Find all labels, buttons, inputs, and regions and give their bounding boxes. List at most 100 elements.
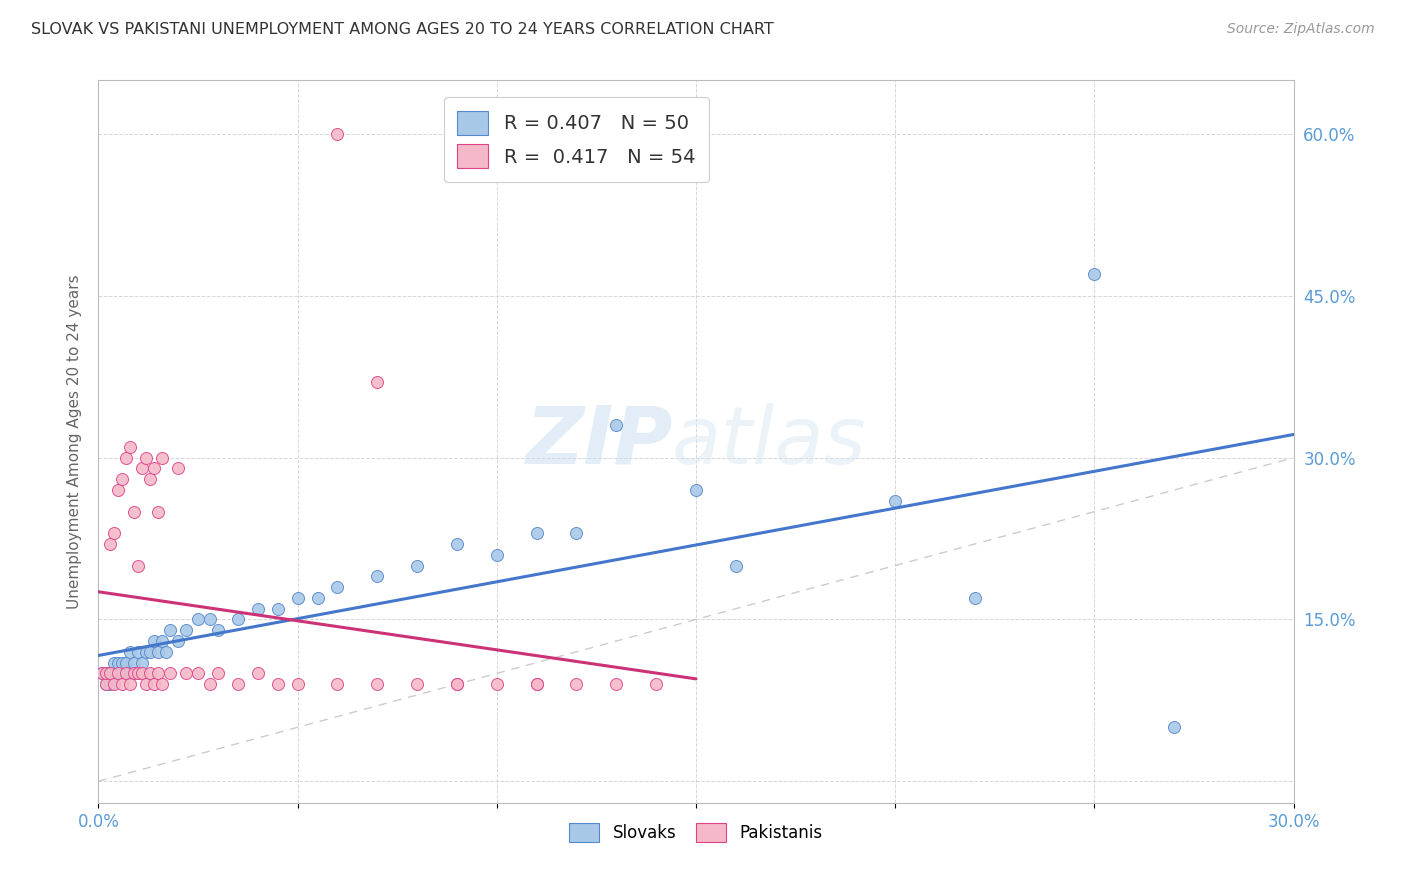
Point (107, 666, 129, 681)
Point (246, 601, 269, 615)
Point (724, 558, 747, 573)
Point (98, 666, 122, 681)
Point (645, 677, 668, 691)
Point (131, 461, 153, 475)
Point (187, 612, 209, 626)
Point (96, 666, 118, 681)
Point (124, 505, 146, 519)
Point (326, 580, 349, 594)
Text: atlas: atlas (672, 402, 868, 481)
Point (187, 666, 209, 681)
Point (1083, 268, 1105, 282)
Point (111, 656, 134, 670)
Point (143, 461, 166, 475)
Point (267, 677, 290, 691)
Point (406, 558, 429, 573)
Point (103, 656, 125, 670)
Point (107, 483, 129, 497)
Point (131, 656, 153, 670)
Point (98, 666, 122, 681)
Y-axis label: Unemployment Among Ages 20 to 24 years: Unemployment Among Ages 20 to 24 years (66, 274, 82, 609)
Point (526, 677, 548, 691)
Text: Source: ZipAtlas.com: Source: ZipAtlas.com (1227, 22, 1375, 37)
Point (565, 677, 588, 691)
Point (446, 537, 468, 551)
Point (150, 634, 173, 648)
Point (287, 591, 309, 605)
Point (287, 677, 309, 691)
Point (96, 677, 118, 691)
Point (111, 677, 134, 691)
Point (366, 569, 388, 583)
Point (246, 666, 269, 681)
Point (1163, 720, 1185, 734)
Point (111, 666, 134, 681)
Point (446, 677, 468, 691)
Point (135, 677, 157, 691)
Point (207, 624, 229, 638)
Point (98, 677, 122, 691)
Point (207, 666, 229, 681)
Point (605, 418, 627, 433)
Text: SLOVAK VS PAKISTANI UNEMPLOYMENT AMONG AGES 20 TO 24 YEARS CORRELATION CHART: SLOVAK VS PAKISTANI UNEMPLOYMENT AMONG A… (31, 22, 773, 37)
Point (198, 677, 221, 691)
Point (139, 472, 162, 486)
Point (167, 461, 190, 475)
Point (91, 666, 114, 681)
Point (526, 526, 548, 541)
Point (103, 677, 125, 691)
Point (605, 677, 627, 691)
Point (143, 634, 166, 648)
Point (159, 624, 181, 638)
Point (103, 666, 125, 681)
Point (135, 645, 157, 659)
Point (120, 666, 142, 681)
Point (107, 666, 129, 681)
Point (150, 677, 173, 691)
Point (565, 526, 588, 541)
Point (198, 612, 221, 626)
Point (326, 677, 349, 691)
Point (267, 601, 290, 615)
Text: ZIP: ZIP (524, 402, 672, 481)
Point (127, 645, 149, 659)
Point (143, 677, 166, 691)
Point (115, 666, 138, 681)
Point (406, 677, 429, 691)
Point (115, 450, 138, 465)
Point (124, 666, 146, 681)
Point (485, 677, 508, 691)
Point (526, 677, 548, 691)
Point (685, 483, 707, 497)
Point (124, 656, 146, 670)
Point (127, 666, 149, 681)
Point (159, 666, 181, 681)
Point (174, 624, 197, 638)
Point (226, 677, 249, 691)
Point (127, 666, 149, 681)
Point (98, 537, 122, 551)
Point (148, 505, 170, 519)
Point (963, 591, 986, 605)
Legend: Slovaks, Pakistanis: Slovaks, Pakistanis (562, 816, 830, 848)
Point (107, 656, 129, 670)
Point (139, 666, 162, 681)
Point (120, 440, 142, 454)
Point (139, 645, 162, 659)
Point (155, 645, 177, 659)
Point (91, 666, 114, 681)
Point (96, 677, 118, 691)
Point (485, 548, 508, 562)
Point (366, 677, 388, 691)
Point (135, 450, 157, 465)
Point (115, 656, 138, 670)
Point (150, 450, 173, 465)
Point (226, 612, 249, 626)
Point (366, 376, 388, 390)
Point (884, 493, 907, 508)
Point (174, 666, 197, 681)
Point (120, 645, 142, 659)
Point (148, 666, 170, 681)
Point (127, 558, 149, 573)
Point (148, 645, 170, 659)
